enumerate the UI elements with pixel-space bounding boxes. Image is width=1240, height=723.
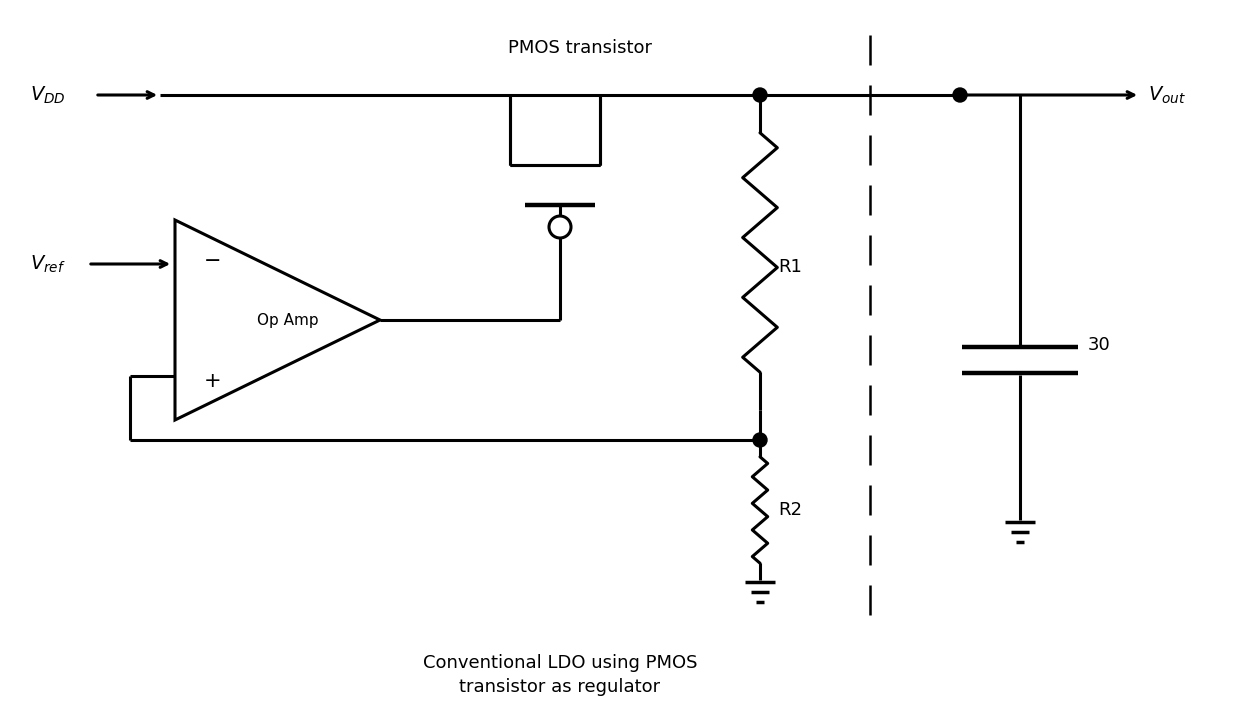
Circle shape xyxy=(954,88,967,102)
Text: 30: 30 xyxy=(1087,336,1111,354)
Text: R1: R1 xyxy=(777,259,802,276)
Text: $V_{out}$: $V_{out}$ xyxy=(1148,85,1187,106)
Text: $V_{DD}$: $V_{DD}$ xyxy=(30,85,66,106)
Text: Op Amp: Op Amp xyxy=(257,312,319,328)
Text: R2: R2 xyxy=(777,501,802,519)
Text: $+$: $+$ xyxy=(203,371,221,391)
Text: PMOS transistor: PMOS transistor xyxy=(508,39,652,57)
Circle shape xyxy=(753,88,768,102)
Text: $-$: $-$ xyxy=(203,249,221,269)
Text: $V_{ref}$: $V_{ref}$ xyxy=(30,253,66,275)
Circle shape xyxy=(753,433,768,447)
Text: Conventional LDO using PMOS
transistor as regulator: Conventional LDO using PMOS transistor a… xyxy=(423,654,697,696)
